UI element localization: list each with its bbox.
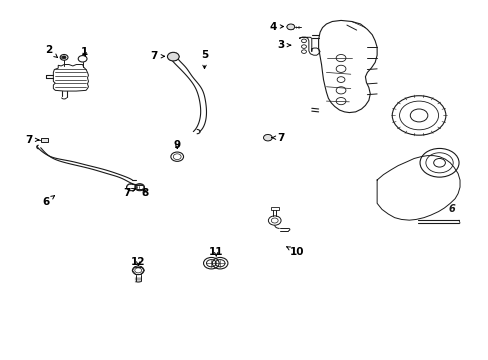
Text: 7: 7 — [122, 188, 135, 198]
Circle shape — [263, 134, 272, 141]
Text: 6: 6 — [447, 204, 454, 214]
Text: 7: 7 — [271, 133, 284, 143]
Circle shape — [167, 52, 179, 61]
Text: 2: 2 — [45, 45, 58, 58]
Circle shape — [62, 56, 66, 59]
Text: 11: 11 — [208, 247, 223, 257]
Text: 3: 3 — [277, 40, 290, 50]
Text: 1: 1 — [81, 47, 88, 57]
Bar — [270, 207, 278, 210]
Text: 8: 8 — [141, 188, 148, 198]
Text: 6: 6 — [42, 195, 55, 207]
Bar — [41, 138, 48, 141]
Text: 7: 7 — [25, 135, 39, 145]
Text: 5: 5 — [201, 50, 208, 68]
Circle shape — [286, 24, 294, 30]
Text: 9: 9 — [173, 140, 181, 150]
Text: 4: 4 — [268, 22, 283, 32]
Text: 7: 7 — [150, 51, 164, 61]
Text: 10: 10 — [286, 247, 304, 257]
Text: 12: 12 — [131, 257, 145, 267]
